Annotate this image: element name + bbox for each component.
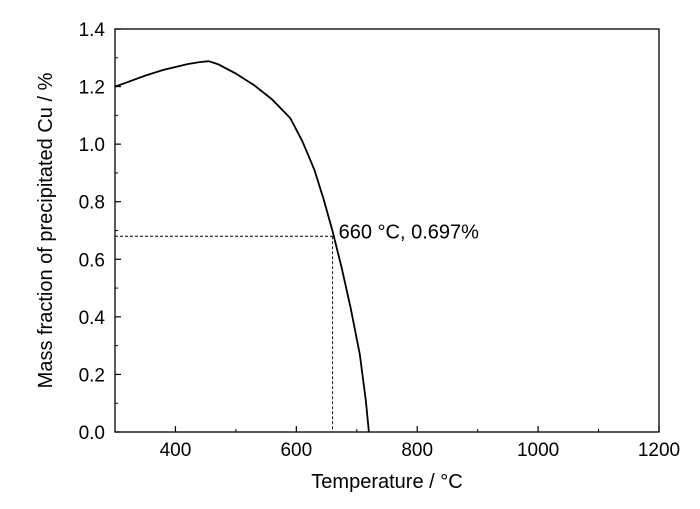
- y-tick-label: 1.4: [79, 20, 106, 41]
- x-tick-label: 1200: [638, 440, 680, 461]
- y-tick-label: 0.8: [79, 193, 105, 214]
- x-tick-label: 400: [160, 440, 192, 461]
- y-tick-label: 0.4: [79, 308, 106, 329]
- y-tick-label: 0.2: [79, 365, 105, 386]
- y-tick-label: 1.0: [79, 135, 105, 156]
- plot-frame: [114, 28, 660, 433]
- series-group: [114, 60, 370, 433]
- x-tick-label: 800: [401, 440, 433, 461]
- data-line: [114, 60, 370, 433]
- annotation-guides: [115, 235, 334, 432]
- y-tick-label: 0.0: [79, 423, 105, 444]
- y-axis-label: Mass fraction of precipitated Cu / %: [35, 72, 57, 388]
- annotation-label: 660 °C, 0.697%: [339, 221, 480, 243]
- y-tick-label: 1.2: [79, 78, 105, 99]
- y-tick-label: 0.6: [79, 250, 105, 271]
- x-axis-label: Temperature / °C: [311, 471, 462, 493]
- x-tick-label: 600: [280, 440, 312, 461]
- x-tick-label: 1000: [517, 440, 559, 461]
- tick-labels: 400 600 800 1000 1200 0.0 0.2 0.4 0.6 0.8 1.0 1.2 1.…: [79, 20, 681, 461]
